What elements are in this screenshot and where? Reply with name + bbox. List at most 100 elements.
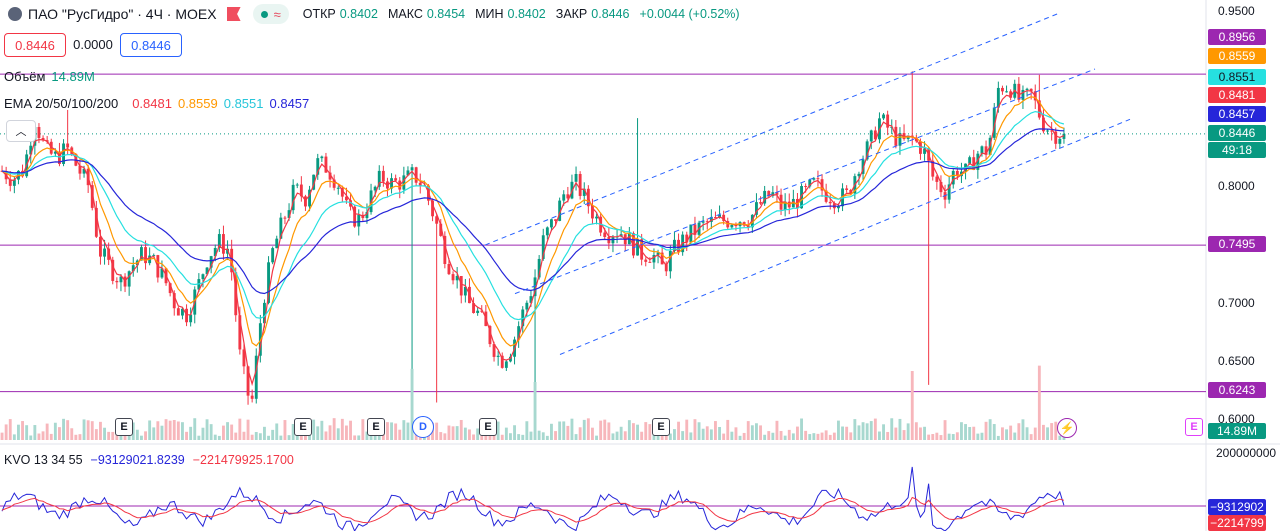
kvo-axis-label: −9312902 <box>1208 499 1266 515</box>
candle-body <box>1021 89 1025 100</box>
volume-bar <box>783 435 787 440</box>
price-axis-tick: 0.9500 <box>1218 4 1255 18</box>
earnings-marker[interactable]: E <box>479 418 497 436</box>
lightning-icon[interactable]: ⚡ <box>1057 418 1077 438</box>
volume-bar <box>66 420 70 440</box>
candle-body <box>111 259 115 281</box>
candle-body <box>529 296 533 303</box>
volume-bar <box>1033 427 1037 440</box>
ohlc-value: 0.8402 <box>507 7 546 21</box>
volume-bar <box>796 426 799 440</box>
volume-bar <box>791 433 795 440</box>
price-axis-label: 14.89M <box>1208 423 1266 439</box>
volume-bar <box>386 422 389 440</box>
volume-bar <box>336 428 340 440</box>
volume-bar <box>648 424 652 440</box>
volume-bar <box>230 424 234 440</box>
volume-bar <box>238 418 242 440</box>
volume-bar <box>570 418 574 440</box>
volume-bar <box>1017 423 1021 440</box>
candle-body <box>923 148 926 154</box>
volume-bar <box>394 423 398 440</box>
volume-bar <box>99 421 102 440</box>
volume-bar <box>673 429 676 440</box>
symbol-title[interactable]: ПАО "РусГидро" · 4Ч · MOEX <box>28 6 217 22</box>
volume-bar <box>849 432 853 440</box>
volume-bar <box>144 431 147 440</box>
flag-icon[interactable] <box>226 7 241 21</box>
company-logo <box>8 7 22 21</box>
volume-bar <box>41 431 45 440</box>
candle-body <box>435 216 439 224</box>
candle-body <box>451 274 455 281</box>
dividend-marker[interactable]: D <box>412 416 434 438</box>
candle-body <box>1029 88 1033 92</box>
earnings-marker[interactable]: E <box>652 418 670 436</box>
volume-bar <box>468 429 471 440</box>
candle-body <box>349 200 352 207</box>
volume-bar <box>890 418 894 440</box>
earnings-marker[interactable]: E <box>367 418 385 436</box>
volume-bar <box>504 427 508 440</box>
volume-bar <box>29 435 33 440</box>
candle-body <box>632 233 635 256</box>
volume-bar <box>193 418 197 440</box>
earnings-marker[interactable]: E <box>1185 418 1203 436</box>
volume-bar <box>74 434 78 440</box>
volume-bar <box>681 431 685 440</box>
earnings-marker[interactable]: E <box>294 418 312 436</box>
volume-bar <box>755 423 758 440</box>
volume-bar <box>361 419 365 440</box>
volume-bar <box>90 421 94 440</box>
volume-bar <box>316 426 320 440</box>
candle-body <box>295 184 299 186</box>
buy-price-button[interactable]: 0.8446 <box>120 33 182 57</box>
volume-bar <box>984 421 988 440</box>
volume-legend[interactable]: Объём 14.89M <box>4 69 95 84</box>
candle-body <box>693 224 697 235</box>
volume-bar <box>636 424 639 440</box>
volume-bar <box>37 433 41 440</box>
market-status-badge[interactable]: ≈ <box>252 4 289 24</box>
volume-bar <box>234 432 238 440</box>
kvo-axis-tick: 200000000 <box>1216 446 1277 460</box>
collapse-legend-button[interactable]: ︿ <box>6 120 36 142</box>
candle-body <box>545 227 549 236</box>
volume-bar <box>402 420 406 440</box>
volume-bar <box>935 432 939 440</box>
candle-body <box>714 217 717 219</box>
volume-bar <box>49 433 53 440</box>
candle-body <box>447 264 451 275</box>
volume-bar <box>1058 435 1062 440</box>
kvo-legend[interactable]: KVO 13 34 55 −93129021.8239 −221479925.1… <box>4 453 294 467</box>
sell-price-button[interactable]: 0.8446 <box>4 33 66 57</box>
candle-body <box>463 286 467 296</box>
volume-bar <box>693 419 697 440</box>
volume-bar <box>960 422 963 440</box>
ema-legend[interactable]: EMA 20/50/100/200 0.8481 0.8559 0.8551 0… <box>4 96 309 111</box>
volume-bar <box>390 422 393 440</box>
price-axis-label: 0.8446 <box>1208 125 1266 141</box>
candle-body <box>332 179 336 188</box>
volume-bar <box>131 422 135 440</box>
ema20-value: 0.8481 <box>132 96 172 111</box>
candle-body <box>254 355 258 399</box>
candle-body <box>656 252 660 255</box>
volume-bar <box>730 431 734 440</box>
candle-body <box>472 303 475 314</box>
candle-body <box>648 261 652 263</box>
volume-bar <box>263 426 266 440</box>
candle-body <box>992 107 996 138</box>
candle-body <box>869 130 873 142</box>
earnings-marker[interactable]: E <box>115 418 133 436</box>
candle-body <box>595 216 598 219</box>
volume-bar <box>976 433 980 440</box>
volume-bar <box>873 418 877 440</box>
volume-bar <box>156 421 160 440</box>
candle-body <box>234 272 238 316</box>
candle-body <box>566 194 570 199</box>
candle-body <box>1009 91 1013 98</box>
volume-bar <box>894 427 898 440</box>
candle-body <box>525 302 529 310</box>
